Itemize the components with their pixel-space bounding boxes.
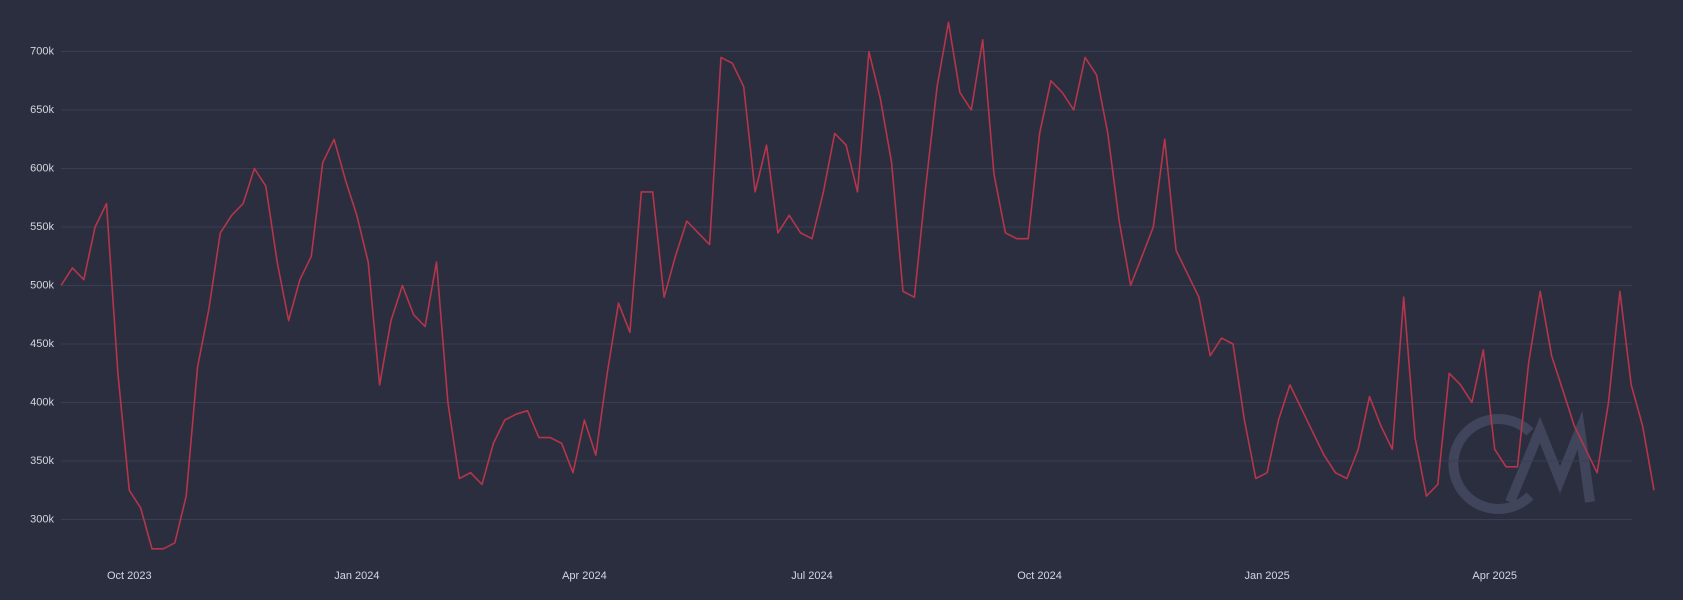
x-tick-label: Oct 2024 [1017, 570, 1062, 582]
y-tick-label: 350k [30, 455, 54, 467]
y-tick-label: 700k [30, 45, 54, 57]
y-tick-label: 650k [30, 104, 54, 116]
y-tick-label: 600k [30, 162, 54, 174]
y-tick-label: 550k [30, 221, 54, 233]
x-tick-label: Jan 2025 [1244, 570, 1289, 582]
line [60, 21, 1655, 550]
y-tick-label: 300k [30, 513, 54, 525]
x-tick-label: Oct 2023 [107, 570, 152, 582]
x-tick-label: Jul 2024 [791, 570, 833, 582]
x-tick-label: Apr 2024 [562, 570, 607, 582]
watermark-m [1505, 410, 1595, 504]
x-tick-label: Jan 2024 [334, 570, 379, 582]
y-tick-label: 500k [30, 279, 54, 291]
y-tick-label: 400k [30, 396, 54, 408]
x-tick-label: Apr 2025 [1472, 570, 1517, 582]
watermark-c [1448, 414, 1534, 514]
y-tick-label: 450k [30, 338, 54, 350]
watermark [1448, 410, 1595, 514]
